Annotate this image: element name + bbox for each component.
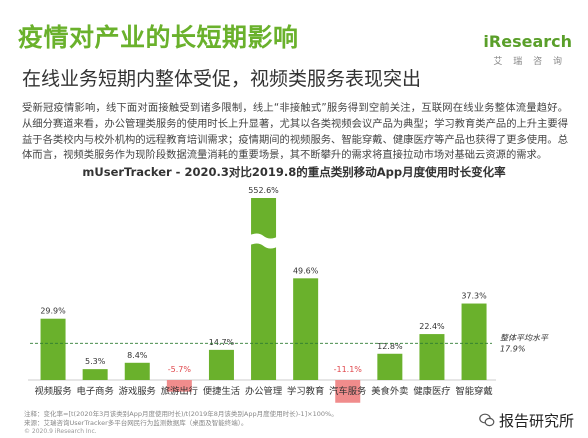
category-label-2: 游戏服务 [119,385,156,397]
data-label-2: 8.4% [127,351,148,360]
data-label-10: 37.3% [461,292,487,301]
watermark-text: 报告研究所 [498,412,574,430]
copyright: © 2020.9 iResearch Inc. [24,428,97,435]
average-label: 整体平均水平 [500,333,549,342]
data-label-3: -5.7% [168,365,192,374]
chart-title: mUserTracker - 2020.3对比2019.8的重点类别移动App月… [82,165,506,179]
data-label-9: 22.4% [419,322,445,331]
footnote-formula: 注释：变化率=[t(2020年3月该类别App月度使用时长)/t(2019年8月… [24,410,338,418]
page-title: 疫情对产业的长短期影响 [18,23,299,52]
bar-3 [166,380,192,392]
bar-9 [419,334,445,380]
data-label-5: 552.6% [248,186,279,195]
category-label-1: 电子商务 [77,385,114,397]
bar-0 [40,318,66,380]
wechat-icon [479,413,495,427]
intro-paragraph: 受新冠疫情影响，线下面对面接触受到诸多限制，线上“非接触式”服务得到空前关注，互… [22,102,568,162]
category-label-5: 办公管理 [245,385,282,397]
logo-wordmark: iResearch [483,32,572,51]
category-label-7: 汽车服务 [329,385,366,397]
category-label-10: 智能穿戴 [455,385,492,397]
data-label-8: 12.8% [377,342,403,351]
category-label-9: 健康医疗 [413,385,450,397]
bar-1 [82,369,108,380]
bar-2 [124,362,150,380]
bar-10 [461,303,487,380]
data-label-6: 49.6% [293,266,319,275]
data-label-4: 14.7% [209,338,235,347]
bar-6 [293,278,319,380]
bar-7 [335,380,361,403]
logo-chinese: 艾 瑞 咨 询 [493,57,566,67]
bar-8 [377,353,403,380]
data-label-1: 5.3% [85,357,106,366]
wechat-watermark: 报告研究所 [479,410,574,431]
bar-5 [251,198,277,380]
category-label-3: 旅游出行 [161,385,198,397]
category-label-0: 视频服务 [34,385,71,397]
data-label-7: -11.1% [334,365,363,374]
category-label-8: 美食外卖 [371,385,408,397]
iresearch-logo: iResearch 艾 瑞 咨 询 [472,32,572,72]
data-label-0: 29.9% [40,307,66,316]
average-value-label: 17.9% [500,344,525,353]
page-subtitle: 在线业务短期内整体受促，视频类服务表现突出 [22,68,422,90]
category-label-6: 学习教育 [287,385,324,397]
bar-4 [208,349,234,380]
category-label-4: 便捷生活 [203,385,240,397]
footnote-source: 来源：艾瑞咨询UserTracker多平台网民行为监测数据库（桌面及智能终端）。 [24,419,248,427]
axis-break-gap [248,233,280,249]
